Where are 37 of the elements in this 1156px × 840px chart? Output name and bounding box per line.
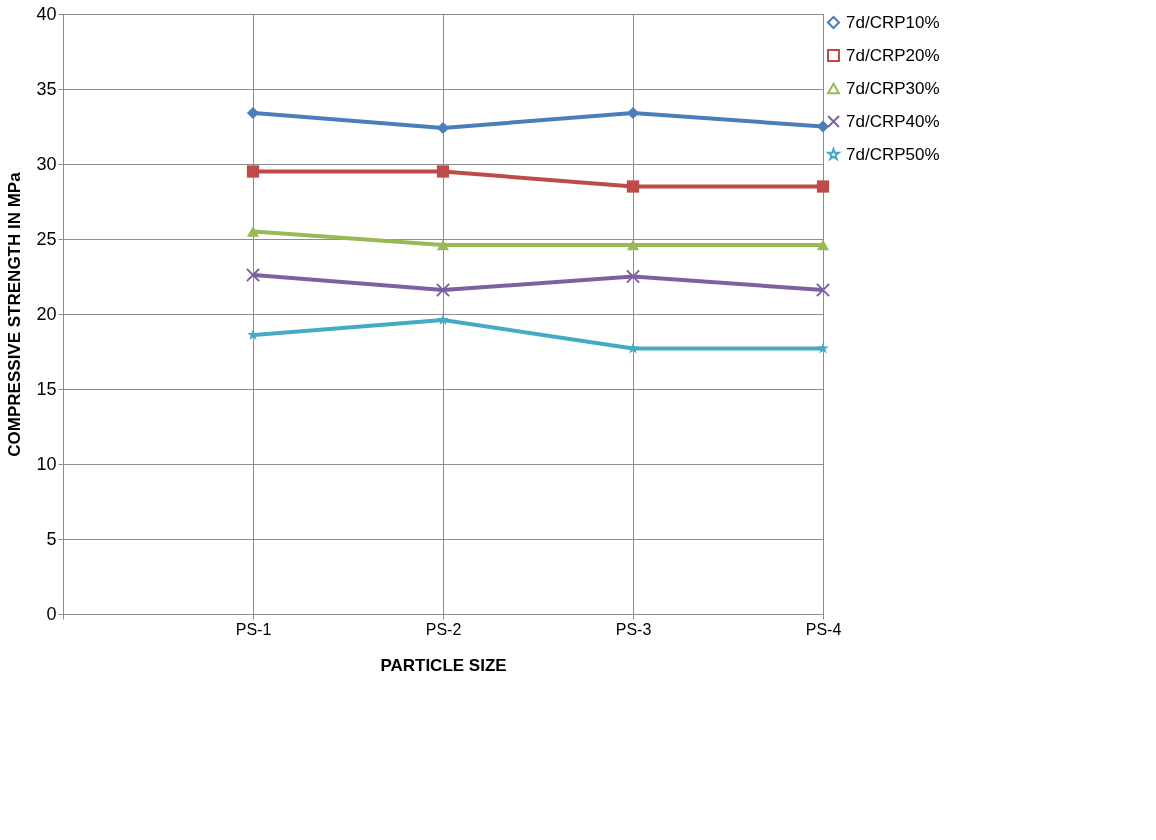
y-tick-label: 30: [36, 153, 57, 174]
y-tick-label: 35: [36, 78, 57, 99]
y-tick-label: 0: [46, 603, 57, 624]
y-tick-label: 15: [36, 378, 57, 399]
point: [245, 267, 261, 283]
y-tick-label: 40: [36, 3, 57, 24]
point: [626, 239, 640, 251]
legend-label: 7d/CRP40%: [846, 111, 940, 131]
point: [816, 239, 830, 251]
point: [816, 120, 830, 133]
y-tick-label: 10: [36, 453, 57, 474]
point: [816, 180, 830, 193]
point: [435, 282, 451, 298]
x-tick-label: PS-2: [425, 620, 462, 638]
x-axis-title: PARTICLE SIZE: [380, 655, 507, 675]
legend-label: 7d/CRP30%: [846, 78, 940, 98]
point: [626, 180, 640, 193]
point: [626, 106, 640, 120]
legend-label: 7d/CRP20%: [846, 45, 940, 65]
y-tick-label: 5: [46, 528, 57, 549]
legend-label: 7d/CRP50%: [846, 144, 940, 164]
point: [625, 269, 641, 284]
y-axis-title: COMPRESSIVE STRENGTH IN MPa: [5, 171, 25, 457]
point: [815, 282, 831, 298]
point: [246, 226, 260, 237]
x-tick-label: PS-1: [235, 620, 272, 638]
point: [436, 121, 450, 135]
x-tick-label: PS-4: [805, 620, 842, 638]
point: [436, 165, 450, 178]
point: [246, 165, 260, 178]
legend-label: 7d/CRP10%: [846, 12, 940, 32]
point: [437, 313, 449, 325]
y-tick-label: 25: [36, 228, 57, 249]
point: [246, 106, 260, 120]
x-tick-label: PS-3: [615, 620, 652, 638]
point: [436, 239, 450, 251]
y-tick-label: 20: [36, 303, 57, 324]
